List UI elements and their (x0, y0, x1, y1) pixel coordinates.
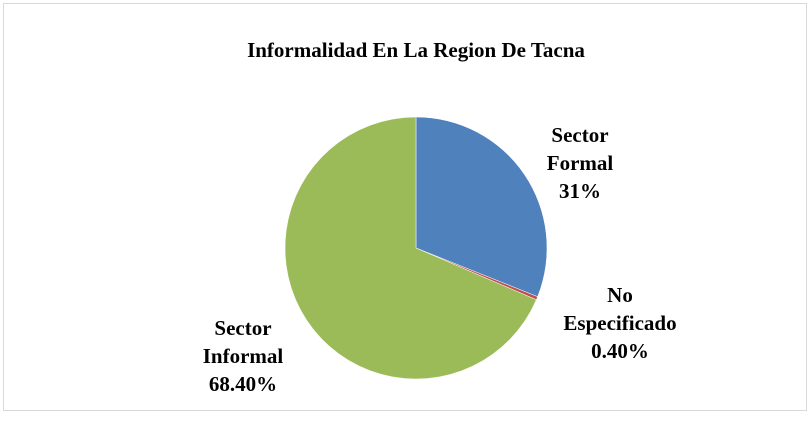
slice-value-label: 68.40% (209, 372, 277, 396)
slice-category: No Especificado (563, 283, 676, 335)
pie-slice (284, 116, 537, 380)
slice-value-label: 31% (559, 179, 601, 203)
chart-title: Informalidad En La Region De Tacna (247, 38, 585, 62)
slice-category: Sector Informal (203, 316, 284, 368)
slice-category: Sector Formal (547, 123, 614, 175)
slice-value-label: 0.40% (591, 339, 649, 363)
pie-slice (415, 116, 548, 298)
